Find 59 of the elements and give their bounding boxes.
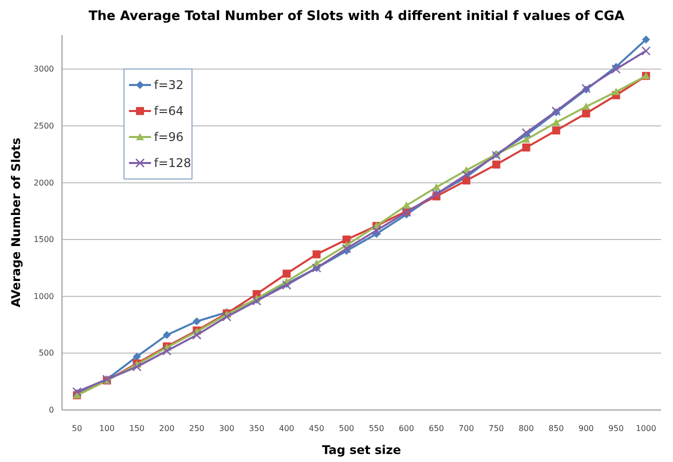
y-tick-label: 0 [48, 406, 54, 415]
x-tick-label: 700 [458, 424, 474, 433]
point [222, 312, 232, 322]
x-tick-label: 650 [428, 424, 444, 433]
chart-title: The Average Total Number of Slots with 4 different initial f values of CGA [88, 9, 624, 24]
x-tick-label: 100 [99, 424, 115, 433]
x-tick-label: 900 [578, 424, 594, 433]
y-tick-label: 3000 [34, 64, 54, 74]
point [612, 88, 620, 96]
point [642, 36, 650, 44]
point [162, 346, 172, 356]
point [342, 236, 351, 244]
x-tick-label: 300 [219, 424, 234, 433]
point [552, 126, 560, 134]
point [522, 128, 531, 138]
x-tick-label: 450 [308, 424, 324, 433]
point [522, 136, 530, 143]
x-tick-label: 1000 [636, 424, 656, 433]
point [582, 102, 590, 110]
point [342, 244, 352, 254]
x-tick-label: 350 [249, 424, 264, 433]
x-tick-label: 800 [518, 424, 534, 433]
y-tick-label: 500 [38, 348, 54, 358]
point [611, 64, 621, 74]
legend-label: f=128 [154, 156, 192, 170]
point [282, 270, 291, 278]
y-tick-label: 1000 [34, 292, 54, 301]
x-tick-label: 150 [129, 424, 145, 433]
point [432, 183, 440, 190]
x-tick-label: 400 [278, 424, 294, 433]
point [192, 317, 201, 326]
point [132, 362, 142, 372]
legend-label: f=96 [154, 130, 184, 144]
x-tick-label: 250 [189, 424, 204, 433]
point [462, 170, 471, 180]
point [372, 226, 382, 236]
y-tick-label: 1500 [34, 235, 54, 244]
point [582, 109, 590, 118]
x-tick-label: 750 [488, 424, 504, 433]
x-tick-label: 600 [398, 424, 414, 433]
point [192, 330, 202, 340]
y-tick-label: 2000 [34, 178, 54, 188]
legend-label: f=32 [154, 78, 184, 92]
point [641, 46, 651, 56]
x-tick-label: 550 [368, 424, 384, 433]
point [162, 331, 171, 339]
point [522, 144, 530, 152]
point [312, 250, 321, 258]
y-tick-label: 2500 [34, 121, 54, 130]
x-tick-label: 50 [72, 424, 82, 433]
legend-label: f=64 [154, 104, 184, 118]
x-axis-title: Tag set size [322, 443, 402, 457]
x-tick-label: 500 [338, 424, 354, 433]
point [552, 118, 560, 126]
point [492, 160, 500, 169]
x-tick-label: 950 [608, 424, 624, 433]
y-axis-title: AVerage Number of Slots [9, 138, 23, 308]
x-tick-label: 850 [548, 424, 564, 433]
x-tick-label: 200 [159, 424, 174, 433]
